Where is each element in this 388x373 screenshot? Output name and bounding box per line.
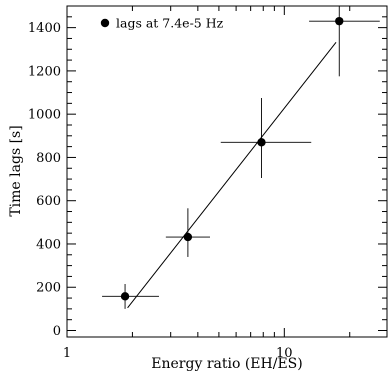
legend-marker (100, 18, 110, 28)
axis-ticks (66, 5, 387, 337)
legend: lags at 7.4e-5 Hz (100, 16, 224, 31)
y-tick-label: 1200 (28, 64, 61, 79)
y-tick-label: 0 (53, 324, 61, 339)
y-tick-label: 800 (36, 151, 61, 166)
legend-label: lags at 7.4e-5 Hz (116, 16, 224, 31)
y-tick-label: 400 (36, 237, 61, 252)
x-tick-label: 1 (63, 346, 71, 361)
data-point (335, 16, 344, 26)
x-tick-label: 10 (276, 346, 293, 361)
y-tick-label: 1400 (28, 21, 61, 36)
data-point (120, 292, 130, 301)
data-point (257, 138, 266, 147)
y-tick-label: 1000 (28, 108, 61, 123)
y-axis-label: Time lags [s] (8, 125, 24, 216)
plot-border (66, 5, 388, 338)
fit-line (127, 42, 337, 309)
x-axis-label: Energy ratio (EH/ES) (151, 356, 302, 372)
data-point (183, 232, 193, 242)
y-tick-label: 200 (36, 281, 61, 296)
axis-tick-labels: 1 10 0 200 400 600 800 1000 1200 1400 (28, 21, 293, 361)
y-tick-label: 600 (36, 194, 61, 209)
chart-marks (102, 6, 380, 309)
plot-frame (66, 5, 388, 338)
